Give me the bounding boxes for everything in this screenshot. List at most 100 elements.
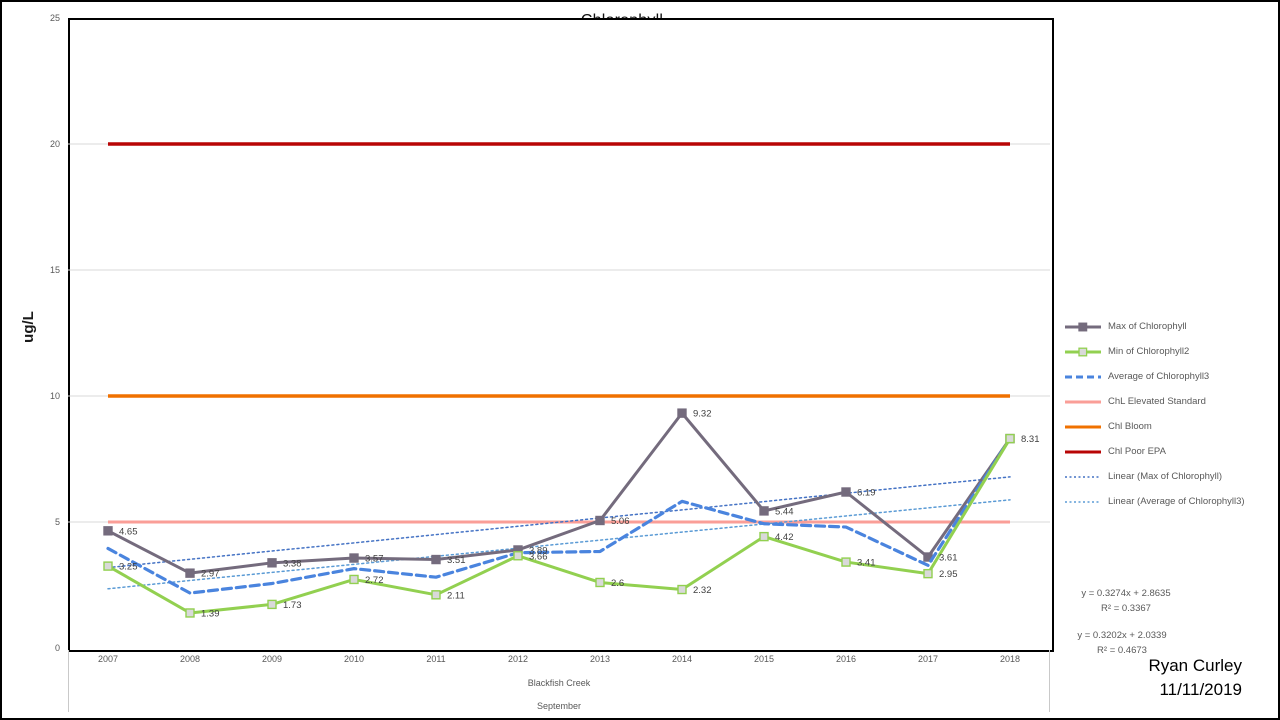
series-marker [595, 515, 605, 526]
series-marker [513, 551, 523, 561]
x-tick-label: 2015 [753, 654, 775, 664]
y-tick-label: 10 [49, 391, 60, 401]
y-tick-label: 15 [49, 265, 60, 275]
legend-item: Min of Chlorophyll2 [1064, 339, 1245, 364]
trendline-equation-average: y = 0.3202x + 2.0339 R² = 0.4673 [1063, 628, 1181, 658]
data-label: 4.65 [119, 526, 138, 537]
legend-item: Linear (Average of Chlorophyll3) [1064, 489, 1245, 514]
series-marker [923, 568, 933, 579]
legend-item: Chl Bloom [1064, 414, 1245, 439]
x-tick-label: 2009 [261, 654, 283, 664]
legend-item-label: Linear (Max of Chlorophyll) [1108, 471, 1223, 482]
series-marker [349, 574, 359, 585]
legend-swatch-icon [1065, 347, 1101, 356]
data-label: 2.72 [365, 575, 384, 586]
author-date: 11/11/2019 [1159, 680, 1242, 699]
series-marker [267, 599, 277, 610]
x-tick-label: 2011 [426, 654, 446, 664]
legend-swatch-icon [1065, 400, 1101, 403]
legend-swatch-icon [1065, 425, 1101, 428]
series-marker [759, 506, 769, 516]
series-line [107, 499, 1011, 590]
series-line [106, 436, 1012, 595]
data-label: 4.42 [775, 532, 794, 543]
axis-strip-tick-left [68, 650, 69, 712]
legend-swatch-icon [1065, 500, 1101, 503]
data-label: 2.32 [693, 585, 712, 596]
series-marker [103, 561, 113, 571]
x-tick-label: 2010 [343, 654, 365, 664]
legend-swatch-icon [1065, 322, 1101, 331]
series-marker [677, 408, 687, 418]
data-label: 2.97 [201, 569, 220, 580]
series-marker [103, 526, 113, 536]
legend-item-label: ChL Elevated Standard [1108, 396, 1206, 407]
series-marker [1005, 433, 1015, 444]
y-tick-label: 5 [54, 517, 60, 527]
series-marker [185, 568, 195, 578]
series-marker [185, 608, 195, 618]
y-tick-label: 20 [49, 139, 60, 149]
legend-swatch-icon [1065, 375, 1101, 378]
legend-item: Chl Poor EPA [1064, 439, 1245, 464]
data-label: 3.57 [365, 554, 384, 565]
data-label: 3.25 [119, 562, 138, 573]
data-label: 3.51 [447, 555, 466, 566]
x-tick-label: 2007 [97, 654, 119, 664]
legend-item-label: Chl Bloom [1108, 421, 1152, 432]
legend-item: Linear (Max of Chlorophyll) [1064, 464, 1245, 489]
legend-item-label: Max of Chlorophyll [1108, 321, 1187, 332]
legend-item-label: Chl Poor EPA [1108, 446, 1166, 457]
series-marker [267, 558, 277, 568]
data-label: 9.32 [693, 409, 712, 420]
trend2-r-squared: R² = 0.4673 [1097, 645, 1147, 656]
series-line [107, 476, 1011, 569]
series-line [106, 411, 1012, 575]
y-tick-label: 0 [54, 643, 60, 653]
data-label: 8.31 [1021, 434, 1040, 445]
series-line [106, 437, 1012, 615]
legend-swatch-icon [1065, 450, 1101, 453]
legend-item: Max of Chlorophyll [1064, 314, 1245, 339]
data-label: 2.6 [611, 578, 624, 589]
data-label: 5.44 [775, 506, 794, 517]
legend-item-label: Average of Chlorophyll3 [1108, 371, 1210, 382]
legend-item-label: Min of Chlorophyll2 [1108, 346, 1190, 357]
x-axis-group-label-month: September [536, 701, 582, 711]
trendline-equation-max: y = 0.3274x + 2.8635 R² = 0.3367 [1067, 586, 1185, 616]
author-credit: Ryan Curley 11/11/2019 [1148, 654, 1242, 702]
y-axis-label: ug/L [20, 311, 37, 343]
series-marker [841, 557, 851, 567]
x-axis-group-label-creek: Blackfish Creek [527, 678, 591, 688]
legend-item: Average of Chlorophyll3 [1064, 364, 1245, 389]
series-marker [349, 553, 359, 563]
data-label: 3.38 [283, 558, 302, 569]
author-name: Ryan Curley [1148, 656, 1242, 675]
axis-strip-tick-right [1049, 650, 1050, 712]
data-label: 3.41 [857, 558, 876, 569]
x-tick-label: 2008 [179, 654, 201, 664]
x-tick-label: 2016 [835, 654, 857, 664]
data-label: 3.66 [529, 551, 548, 562]
series-marker [431, 554, 441, 565]
data-label: 5.06 [611, 516, 630, 527]
legend-item-label: Linear (Average of Chlorophyll3) [1108, 496, 1245, 507]
data-label: 3.61 [939, 553, 958, 564]
data-label: 1.73 [283, 600, 302, 611]
x-tick-label: 2013 [589, 654, 611, 664]
trend1-r-squared: R² = 0.3367 [1101, 603, 1151, 614]
chart-legend: Max of Chlorophyll Min of Chlorophyll2 Ave… [1064, 314, 1245, 514]
series-marker [759, 531, 769, 542]
data-label: 2.11 [447, 590, 465, 601]
legend-item: ChL Elevated Standard [1064, 389, 1245, 414]
chart-canvas: 4.65 2.97 3.38 3.57 3.51 3.89 5.06 9.32 5.44 6.19… [68, 142, 1050, 619]
data-label: 2.95 [939, 569, 958, 580]
trend1-equation: y = 0.3274x + 2.8635 [1081, 588, 1171, 599]
x-tick-label: 2018 [999, 654, 1021, 664]
trend2-equation: y = 0.3202x + 2.0339 [1077, 630, 1167, 641]
data-label: 1.39 [201, 608, 220, 619]
legend-swatch-icon [1065, 475, 1101, 478]
x-tick-label: 2017 [917, 654, 939, 664]
data-label: 6.19 [857, 488, 876, 499]
